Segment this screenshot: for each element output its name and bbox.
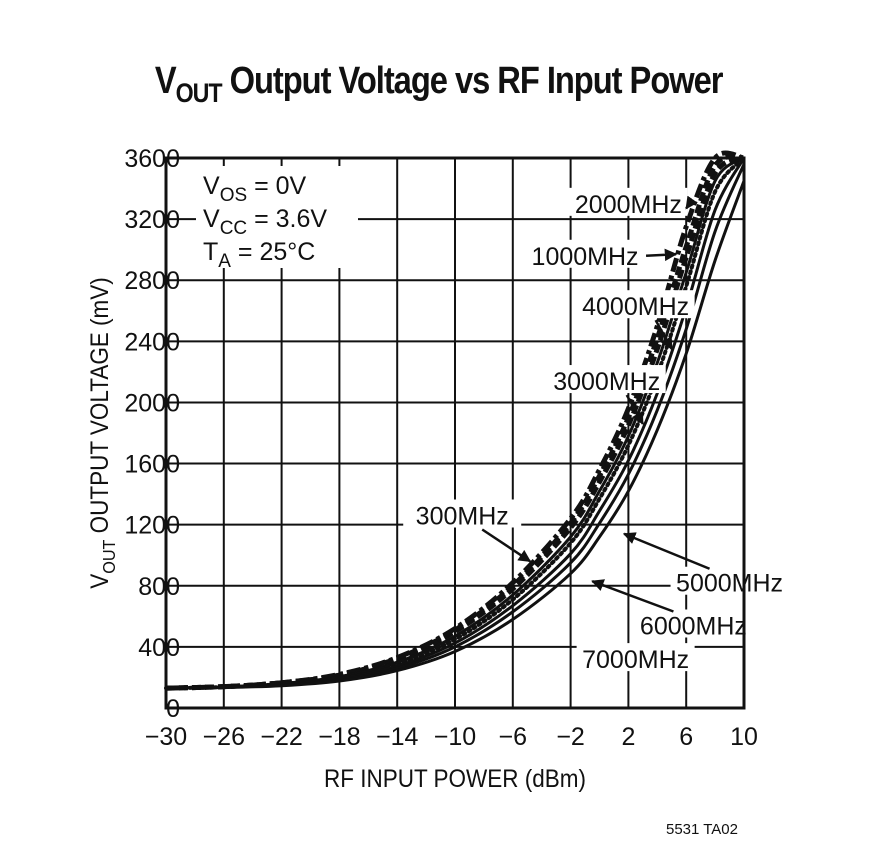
arrow-icon [685, 195, 698, 210]
x-tick-label: 2 [621, 723, 635, 751]
series-label-3000mhz: 3000MHz [553, 368, 660, 396]
x-tick-label: 6 [679, 723, 693, 751]
y-tick-label: 400 [138, 634, 180, 662]
series-label-1000mhz: 1000MHz [532, 243, 639, 271]
series-label-7000mhz: 7000MHz [582, 646, 689, 674]
series-label-background [526, 239, 645, 268]
y-axis-label: VOUT OUTPUT VOLTAGE (mV) [86, 277, 119, 589]
series-label-background [569, 187, 688, 216]
series-label-6000mhz: 6000MHz [640, 613, 747, 641]
arrow-icon [481, 528, 532, 563]
series-label-background [547, 365, 666, 394]
series-label-background [403, 499, 522, 528]
y-axis-ticks: 0 400 800 1200 1600 2000 2400 2800 3200 3600 [124, 145, 180, 723]
x-tick-label: −22 [260, 723, 302, 751]
series-label-2000mhz: 2000MHz [575, 191, 682, 219]
x-axis-label: RF INPUT POWER (dBm) [324, 765, 586, 793]
x-tick-label: −2 [556, 723, 585, 751]
y-axis-label-rest: OUTPUT VOLTAGE (mV) [86, 277, 114, 539]
y-tick-label: 3200 [124, 206, 180, 234]
figure-id: 5531 TA02 [666, 821, 738, 838]
y-tick-label: 1200 [124, 512, 180, 540]
y-tick-label: 1600 [124, 451, 180, 479]
y-tick-label: 2000 [124, 389, 180, 417]
condition-line: VOS = 0V [203, 172, 307, 206]
plot-frame [164, 156, 746, 710]
y-axis-label-main: V [86, 574, 114, 589]
x-axis-ticks: −30 −26 −22 −18 −14 −10 −6 −2 2 6 10 [145, 723, 758, 751]
series-line-7000mhz [165, 180, 746, 690]
x-tick-label: −26 [203, 723, 245, 751]
arrow-icon [622, 532, 711, 570]
x-tick-label: −10 [434, 723, 476, 751]
x-tick-label: −30 [145, 723, 187, 751]
x-tick-label: −14 [376, 723, 419, 751]
series-label-300mhz: 300MHz [416, 503, 509, 531]
y-tick-label: 3600 [124, 145, 180, 173]
series-label-background [634, 609, 753, 638]
series-label-5000mhz: 5000MHz [676, 570, 783, 598]
x-tick-label: −18 [318, 723, 360, 751]
series-label-background [576, 290, 695, 319]
arrow-icon [625, 394, 644, 425]
y-tick-label: 2800 [124, 267, 180, 295]
condition-line: VCC = 3.6V [203, 205, 327, 239]
data-series [164, 150, 746, 691]
title-subscript: OUT [175, 78, 223, 108]
conditions-background [196, 166, 358, 268]
y-axis-label-sub: OUT [99, 539, 119, 574]
condition-line: TA = 25°C [203, 238, 315, 272]
y-tick-label: 800 [138, 573, 180, 601]
y-tick-label: 2400 [124, 328, 180, 356]
x-tick-label: 10 [730, 723, 758, 751]
arrow-icon [591, 579, 674, 613]
title-main: V [154, 60, 177, 102]
arrow-icon [645, 248, 678, 262]
series-labels: 2000MHz 1000MHz 4000MHz 3000MHz 300MHz 5000MH… [403, 187, 789, 674]
title-rest: Output Voltage vs RF Input Power [221, 60, 724, 102]
y-tick-label: 0 [166, 695, 180, 723]
chart-title: VOUT Output Voltage vs RF Input Power [64, 60, 814, 108]
series-label-background [670, 566, 789, 595]
series-label-background [576, 643, 695, 672]
x-tick-label: −6 [499, 723, 528, 751]
arrow-icon [654, 319, 673, 351]
series-label-4000mhz: 4000MHz [582, 293, 689, 321]
